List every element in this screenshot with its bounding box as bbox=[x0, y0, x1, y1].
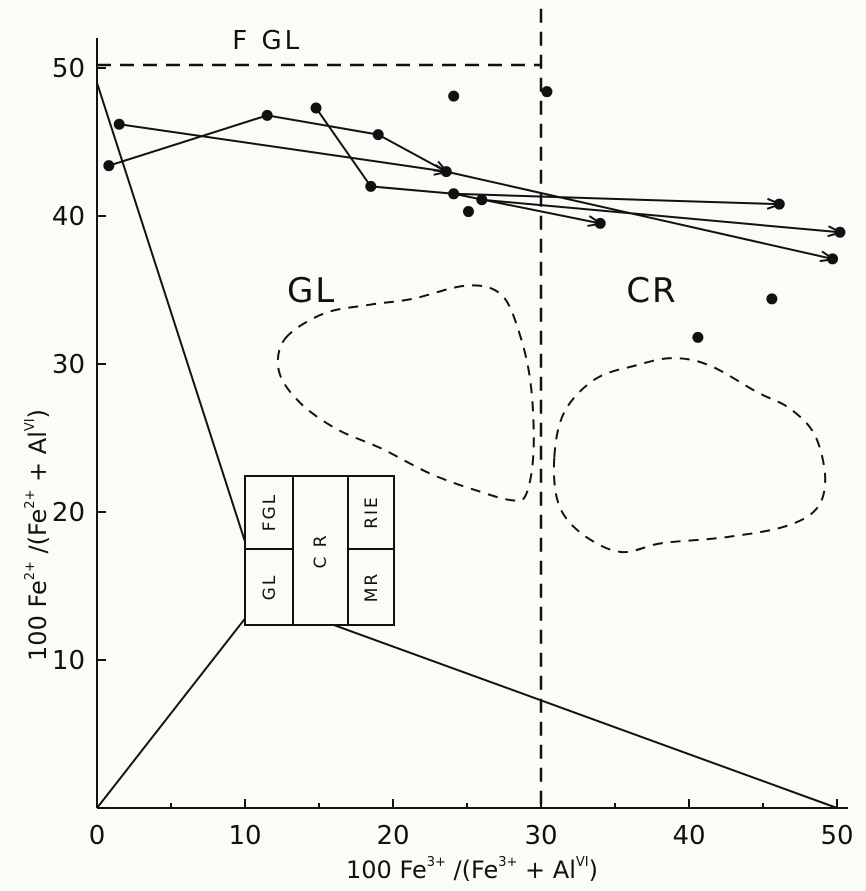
dashed-boundaries bbox=[97, 8, 543, 808]
region-labels: F GL GL CR bbox=[232, 26, 677, 311]
region-label-gl: GL bbox=[287, 271, 336, 311]
x-tick-label-4: 40 bbox=[672, 821, 705, 851]
outline-lines bbox=[96, 82, 838, 809]
data-point-2 bbox=[261, 109, 273, 121]
data-point-8 bbox=[448, 188, 460, 200]
y-axis-title: 100 Fe2+ /(Fe2+ + AlVI) bbox=[23, 409, 52, 661]
data-point-13 bbox=[692, 331, 704, 343]
data-point-4 bbox=[365, 180, 377, 192]
trend-path-3 bbox=[453, 192, 780, 204]
field-outlines bbox=[276, 284, 827, 554]
data-point-11 bbox=[541, 86, 553, 98]
trend-path-1 bbox=[108, 114, 446, 171]
axes bbox=[96, 38, 848, 809]
data-point-5 bbox=[372, 129, 384, 141]
inset-box-cr bbox=[292, 475, 349, 626]
y-tick-label-1: 20 bbox=[52, 498, 85, 528]
x-tick-label-0: 0 bbox=[89, 821, 106, 851]
y-tick-label-2: 30 bbox=[52, 350, 85, 380]
data-point-17 bbox=[834, 226, 846, 238]
outline-line-0 bbox=[96, 82, 246, 809]
data-points bbox=[103, 86, 846, 343]
data-point-12 bbox=[594, 217, 606, 229]
trend-paths bbox=[108, 107, 840, 259]
trend-path-0 bbox=[119, 123, 446, 171]
y-tick-label-3: 40 bbox=[52, 202, 85, 232]
data-point-3 bbox=[310, 102, 322, 114]
inset-label-rie: RIE bbox=[362, 495, 382, 529]
trend-path-2 bbox=[315, 107, 600, 223]
data-point-10 bbox=[476, 194, 488, 206]
data-point-0 bbox=[103, 160, 115, 172]
data-point-6 bbox=[440, 166, 452, 178]
data-point-15 bbox=[773, 198, 785, 210]
region-label-f-gl: F GL bbox=[232, 26, 302, 56]
field-outline-cr bbox=[552, 357, 827, 554]
x-ticks: 0 10 20 30 40 50 bbox=[89, 799, 854, 851]
x-tick-label-5: 50 bbox=[820, 821, 853, 851]
outline-line-1 bbox=[97, 617, 838, 809]
x-tick-label-1: 10 bbox=[228, 821, 261, 851]
x-tick-label-3: 30 bbox=[524, 821, 557, 851]
y-tick-label-4: 50 bbox=[52, 54, 85, 84]
trend-path-4 bbox=[446, 170, 832, 259]
inset-label-mr: MR bbox=[362, 572, 382, 602]
data-point-16 bbox=[827, 253, 839, 265]
y-tick-label-0: 10 bbox=[52, 646, 85, 676]
inset-box-rie bbox=[347, 475, 395, 550]
inset-label-cr: C R bbox=[311, 533, 331, 568]
x-axis-title: 100 Fe3+ /(Fe3+ + AlVI) bbox=[346, 855, 598, 884]
x-tick-label-2: 20 bbox=[376, 821, 409, 851]
inset-label-fgl: FGL bbox=[260, 493, 280, 531]
data-point-9 bbox=[462, 206, 474, 218]
data-point-14 bbox=[766, 293, 778, 305]
region-label-cr: CR bbox=[626, 271, 677, 311]
data-point-7 bbox=[448, 90, 460, 102]
field-outline-gl bbox=[276, 284, 535, 502]
inset-box-mr bbox=[347, 548, 395, 626]
trend-path-5 bbox=[481, 198, 840, 233]
inset-label-gl: GL bbox=[260, 574, 280, 601]
data-point-1 bbox=[113, 118, 125, 130]
y-ticks: 10 20 30 40 50 bbox=[52, 54, 106, 676]
inset-box-gl bbox=[244, 548, 294, 626]
inset-diagram: FGL GL C R RIE MR bbox=[244, 475, 395, 626]
